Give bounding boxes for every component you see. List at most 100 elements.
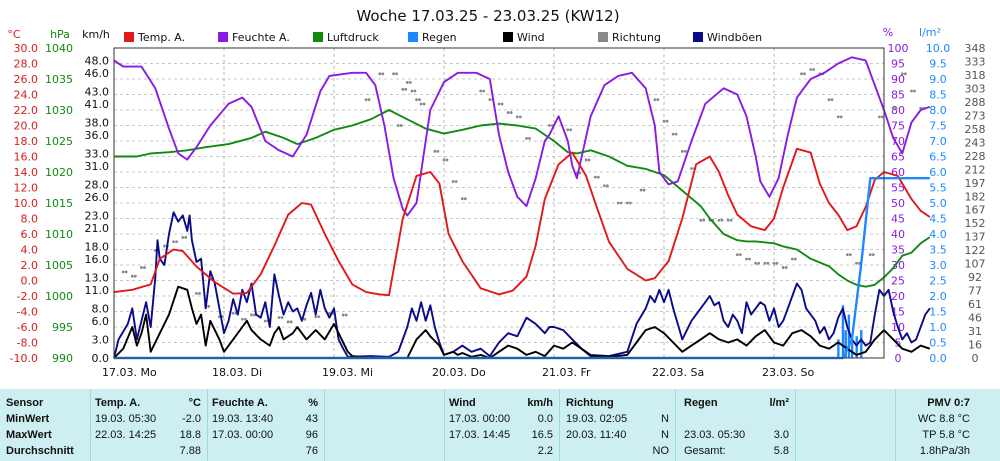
temp-tick-label: 2.0: [21, 259, 39, 272]
humidity-max-value: 96: [305, 429, 318, 441]
legend-label-gust: Windböen: [707, 31, 762, 44]
wind-tick-label: 21.0: [85, 222, 110, 235]
direction-point: [690, 167, 693, 170]
direction-tick-label: 318: [965, 69, 986, 82]
x-day-label: 20.03. Do: [432, 366, 486, 379]
temp-tick-label: 24.0: [14, 89, 39, 102]
direction-point: [395, 72, 398, 76]
direction-point: [766, 261, 770, 265]
rain-tick-label: 1.0: [929, 321, 947, 334]
direction-point: [280, 316, 284, 319]
temp-tick-label: 4.0: [21, 244, 39, 257]
direction-point: [699, 218, 703, 222]
direction-point: [509, 111, 513, 114]
direction-point: [396, 124, 400, 127]
axis-ticks: -10.0-8.0-6.0-4.0-2.00.02.04.06.08.010.0…: [10, 42, 986, 365]
stats-col-spacer: [324, 389, 444, 461]
rain-total-label: Gesamt:: [684, 445, 726, 457]
direction-point: [702, 218, 706, 222]
direction-point: [497, 102, 501, 106]
legend-label-pressure: Luftdruck: [327, 31, 379, 44]
temp-tick-label: 30.0: [14, 42, 39, 55]
direction-point: [625, 201, 629, 205]
rain-bar: [841, 305, 845, 358]
stats-col-sensor: Sensor MinWert MaxWert Durchschnitt: [0, 389, 90, 461]
direction-point: [596, 175, 600, 179]
legend-label-temp: Temp. A.: [137, 31, 185, 44]
direction-point: [639, 188, 643, 192]
direction-point: [422, 102, 426, 106]
pressure-tick-label: 1000: [45, 290, 73, 303]
x-day-label: 19.03. Mi: [322, 366, 373, 379]
direction-point: [460, 197, 464, 201]
wind-unit-label: km/h: [527, 397, 553, 409]
direction-point: [603, 184, 606, 188]
direction-point: [910, 89, 913, 93]
temp-tick-label: -4.0: [17, 306, 38, 319]
direction-point: [133, 274, 137, 278]
direction-point: [328, 311, 331, 315]
legend-swatch-wind: [503, 32, 513, 42]
direction-point: [286, 320, 290, 324]
pmv-dewpoint: TP 5.8 °C: [922, 429, 970, 441]
wind-tick-label: 36.0: [85, 129, 110, 142]
direction-point: [735, 253, 739, 257]
direction-point: [381, 72, 385, 76]
stats-col-rain: Regen l/m² 23.03. 05:30 3.0 Gesamt: 5.8: [675, 389, 795, 461]
direction-point: [392, 72, 395, 76]
direction-tick-label: 228: [965, 150, 986, 163]
direction-point: [314, 315, 318, 319]
direction-point: [515, 115, 519, 119]
direction-point: [378, 72, 382, 76]
direction-point: [606, 184, 609, 188]
direction-point: [593, 175, 597, 179]
wind-tick-label: 48.0: [85, 54, 110, 67]
pressure-tick-label: 1025: [45, 135, 73, 148]
direction-point: [500, 102, 504, 106]
direction-point: [277, 316, 281, 319]
temp-avg-value: 7.88: [179, 445, 201, 457]
rain-tick-label: 2.0: [929, 290, 947, 303]
direction-point: [399, 124, 403, 127]
pressure-tick-label: 995: [52, 321, 73, 334]
direction-point: [401, 87, 405, 91]
direction-point: [341, 313, 345, 317]
direction-point: [845, 253, 849, 257]
direction-tick-label: 197: [965, 177, 986, 190]
rain-tick-label: 4.0: [929, 228, 947, 241]
direction-point: [720, 218, 724, 222]
rain-tick-label: 0.5: [929, 337, 947, 350]
direction-point: [848, 253, 852, 257]
temp-max-time: 22.03. 14:25: [95, 429, 157, 441]
direction-point: [619, 201, 623, 205]
humidity-tick-label: 25: [891, 275, 905, 288]
statistics-panel: Sensor MinWert MaxWert Durchschnitt Temp…: [0, 389, 1000, 461]
stats-row-label-min: MinWert: [6, 413, 50, 425]
direction-point: [726, 218, 730, 222]
humidity-tick-label: 90: [891, 73, 905, 86]
wind-min-time: 17.03. 00:00: [449, 413, 511, 425]
wind-tick-label: 6.0: [92, 315, 110, 328]
legend: Temp. A. Feuchte A. Luftdruck Regen Wind…: [124, 31, 762, 44]
direction-tick-label: 333: [965, 55, 986, 68]
humidity-tick-label: 50: [891, 197, 905, 210]
direction-point: [442, 158, 446, 162]
wind-avg-value: 2.2: [537, 445, 553, 457]
direction-point: [642, 188, 646, 192]
direction-header: Richtung: [566, 397, 614, 409]
direction-point: [754, 261, 758, 265]
direction-tick-label: 212: [965, 163, 986, 176]
direction-point: [616, 201, 620, 205]
stats-col-wind: Wind km/h 17.03. 00:00 0.0 17.03. 14:45 …: [444, 389, 559, 461]
direction-point: [913, 89, 916, 93]
direction-point: [738, 253, 742, 257]
direction-tick-label: 273: [965, 109, 986, 122]
direction-point: [800, 72, 803, 76]
direction-point: [140, 266, 143, 269]
temp-max-value: 18.8: [179, 429, 201, 441]
temp-tick-label: 28.0: [14, 58, 39, 71]
rain-tick-label: 8.5: [929, 89, 947, 102]
direction-point: [175, 240, 178, 244]
legend-swatch-rain: [408, 32, 418, 42]
direction-point: [488, 98, 492, 102]
